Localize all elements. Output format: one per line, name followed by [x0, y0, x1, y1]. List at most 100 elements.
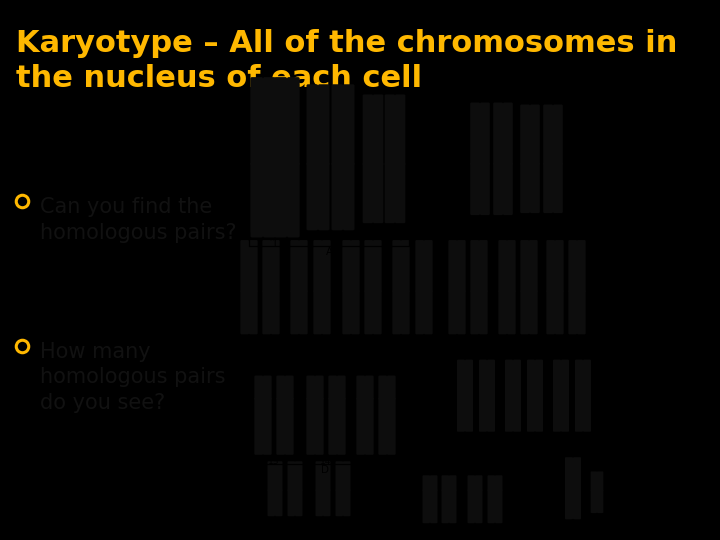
FancyBboxPatch shape — [503, 163, 513, 215]
Ellipse shape — [338, 156, 348, 165]
Text: F: F — [306, 526, 312, 537]
Ellipse shape — [318, 286, 326, 292]
FancyBboxPatch shape — [275, 489, 282, 516]
Text: Can you find the
homologous pairs?: Can you find the homologous pairs? — [40, 197, 237, 243]
FancyBboxPatch shape — [503, 103, 513, 165]
FancyBboxPatch shape — [441, 475, 449, 491]
Ellipse shape — [420, 286, 428, 292]
Text: B: B — [513, 225, 520, 235]
FancyBboxPatch shape — [343, 84, 354, 165]
FancyBboxPatch shape — [555, 290, 564, 334]
Text: 5: 5 — [539, 215, 544, 225]
Text: How many
homologous pairs
do you see?: How many homologous pairs do you see? — [40, 342, 225, 413]
FancyBboxPatch shape — [276, 397, 285, 455]
FancyBboxPatch shape — [295, 461, 302, 491]
FancyBboxPatch shape — [553, 105, 563, 165]
FancyBboxPatch shape — [457, 397, 465, 432]
FancyBboxPatch shape — [505, 360, 513, 400]
FancyBboxPatch shape — [487, 489, 495, 523]
Ellipse shape — [472, 487, 479, 491]
FancyBboxPatch shape — [507, 290, 516, 334]
FancyBboxPatch shape — [263, 375, 271, 400]
FancyBboxPatch shape — [373, 163, 383, 223]
Text: 3: 3 — [381, 225, 387, 235]
Ellipse shape — [549, 158, 558, 165]
Text: 1: 1 — [272, 239, 278, 249]
FancyBboxPatch shape — [328, 375, 337, 400]
Text: D: D — [321, 465, 329, 475]
Text: 7: 7 — [307, 336, 313, 345]
FancyBboxPatch shape — [577, 240, 585, 292]
Ellipse shape — [312, 156, 323, 165]
Text: 21: 21 — [434, 525, 445, 534]
FancyBboxPatch shape — [392, 240, 401, 292]
FancyBboxPatch shape — [315, 397, 324, 455]
Ellipse shape — [320, 487, 327, 491]
FancyBboxPatch shape — [274, 77, 287, 165]
FancyBboxPatch shape — [342, 240, 351, 292]
FancyBboxPatch shape — [521, 240, 529, 292]
FancyBboxPatch shape — [387, 397, 396, 455]
Ellipse shape — [475, 158, 485, 165]
FancyBboxPatch shape — [268, 489, 275, 516]
FancyBboxPatch shape — [287, 461, 295, 491]
FancyBboxPatch shape — [505, 397, 513, 432]
FancyBboxPatch shape — [513, 360, 521, 400]
FancyBboxPatch shape — [351, 290, 360, 334]
FancyBboxPatch shape — [535, 397, 543, 432]
Ellipse shape — [361, 392, 369, 400]
FancyBboxPatch shape — [306, 397, 315, 455]
Text: 22: 22 — [480, 525, 490, 534]
Ellipse shape — [526, 158, 535, 165]
FancyBboxPatch shape — [487, 360, 495, 400]
FancyBboxPatch shape — [299, 290, 307, 334]
FancyBboxPatch shape — [457, 290, 466, 334]
FancyBboxPatch shape — [287, 162, 300, 238]
FancyBboxPatch shape — [322, 240, 330, 292]
FancyBboxPatch shape — [254, 375, 263, 400]
FancyBboxPatch shape — [395, 163, 405, 223]
Ellipse shape — [390, 157, 400, 165]
Text: 2: 2 — [328, 232, 333, 242]
Ellipse shape — [557, 395, 565, 399]
FancyBboxPatch shape — [318, 84, 330, 165]
FancyBboxPatch shape — [583, 397, 591, 432]
FancyBboxPatch shape — [315, 375, 324, 400]
Ellipse shape — [295, 286, 303, 292]
Text: G: G — [459, 534, 467, 540]
FancyBboxPatch shape — [322, 290, 330, 334]
FancyBboxPatch shape — [395, 94, 405, 165]
Text: A: A — [325, 247, 333, 257]
FancyBboxPatch shape — [254, 397, 263, 455]
FancyBboxPatch shape — [597, 489, 603, 513]
FancyBboxPatch shape — [365, 375, 374, 400]
FancyBboxPatch shape — [465, 397, 473, 432]
Ellipse shape — [347, 286, 355, 292]
Text: 20: 20 — [328, 518, 338, 527]
FancyBboxPatch shape — [487, 397, 495, 432]
FancyBboxPatch shape — [573, 457, 581, 491]
FancyBboxPatch shape — [363, 94, 373, 165]
FancyBboxPatch shape — [430, 475, 438, 491]
FancyBboxPatch shape — [343, 461, 351, 491]
FancyBboxPatch shape — [313, 240, 322, 292]
Text: E: E — [521, 442, 527, 452]
FancyBboxPatch shape — [384, 94, 395, 165]
FancyBboxPatch shape — [423, 475, 430, 491]
Ellipse shape — [509, 395, 517, 399]
Ellipse shape — [594, 488, 600, 491]
FancyBboxPatch shape — [249, 240, 258, 292]
FancyBboxPatch shape — [424, 240, 433, 292]
FancyBboxPatch shape — [535, 360, 543, 400]
FancyBboxPatch shape — [328, 397, 337, 455]
FancyBboxPatch shape — [568, 290, 577, 334]
FancyBboxPatch shape — [365, 397, 374, 455]
FancyBboxPatch shape — [262, 290, 271, 334]
FancyBboxPatch shape — [530, 163, 540, 213]
FancyBboxPatch shape — [479, 360, 487, 400]
Text: Y: Y — [594, 515, 600, 524]
FancyBboxPatch shape — [423, 489, 430, 523]
FancyBboxPatch shape — [342, 290, 351, 334]
FancyBboxPatch shape — [313, 290, 322, 334]
FancyBboxPatch shape — [276, 375, 285, 400]
